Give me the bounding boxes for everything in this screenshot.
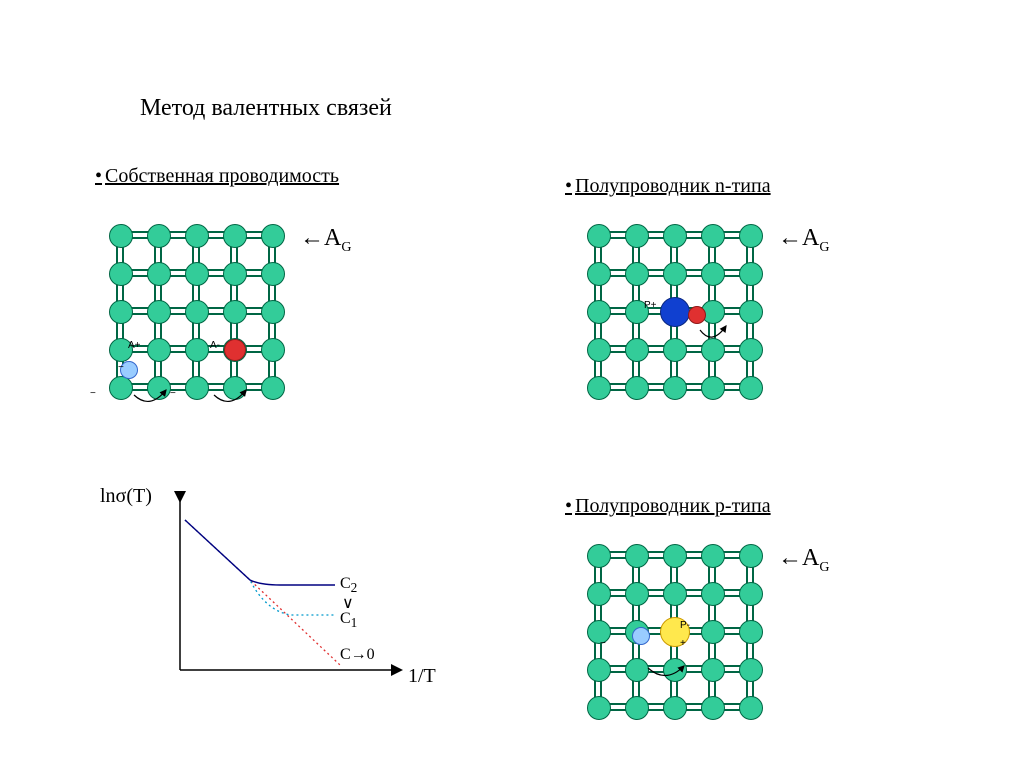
conductivity-chart	[160, 490, 420, 690]
chart-ylabel: lnσ(T)	[100, 485, 152, 508]
c0-label: C→0	[340, 646, 375, 664]
c1-label: C1	[340, 610, 357, 631]
chart-xlabel: 1/T	[408, 665, 436, 688]
jump-arrows	[0, 0, 1024, 767]
